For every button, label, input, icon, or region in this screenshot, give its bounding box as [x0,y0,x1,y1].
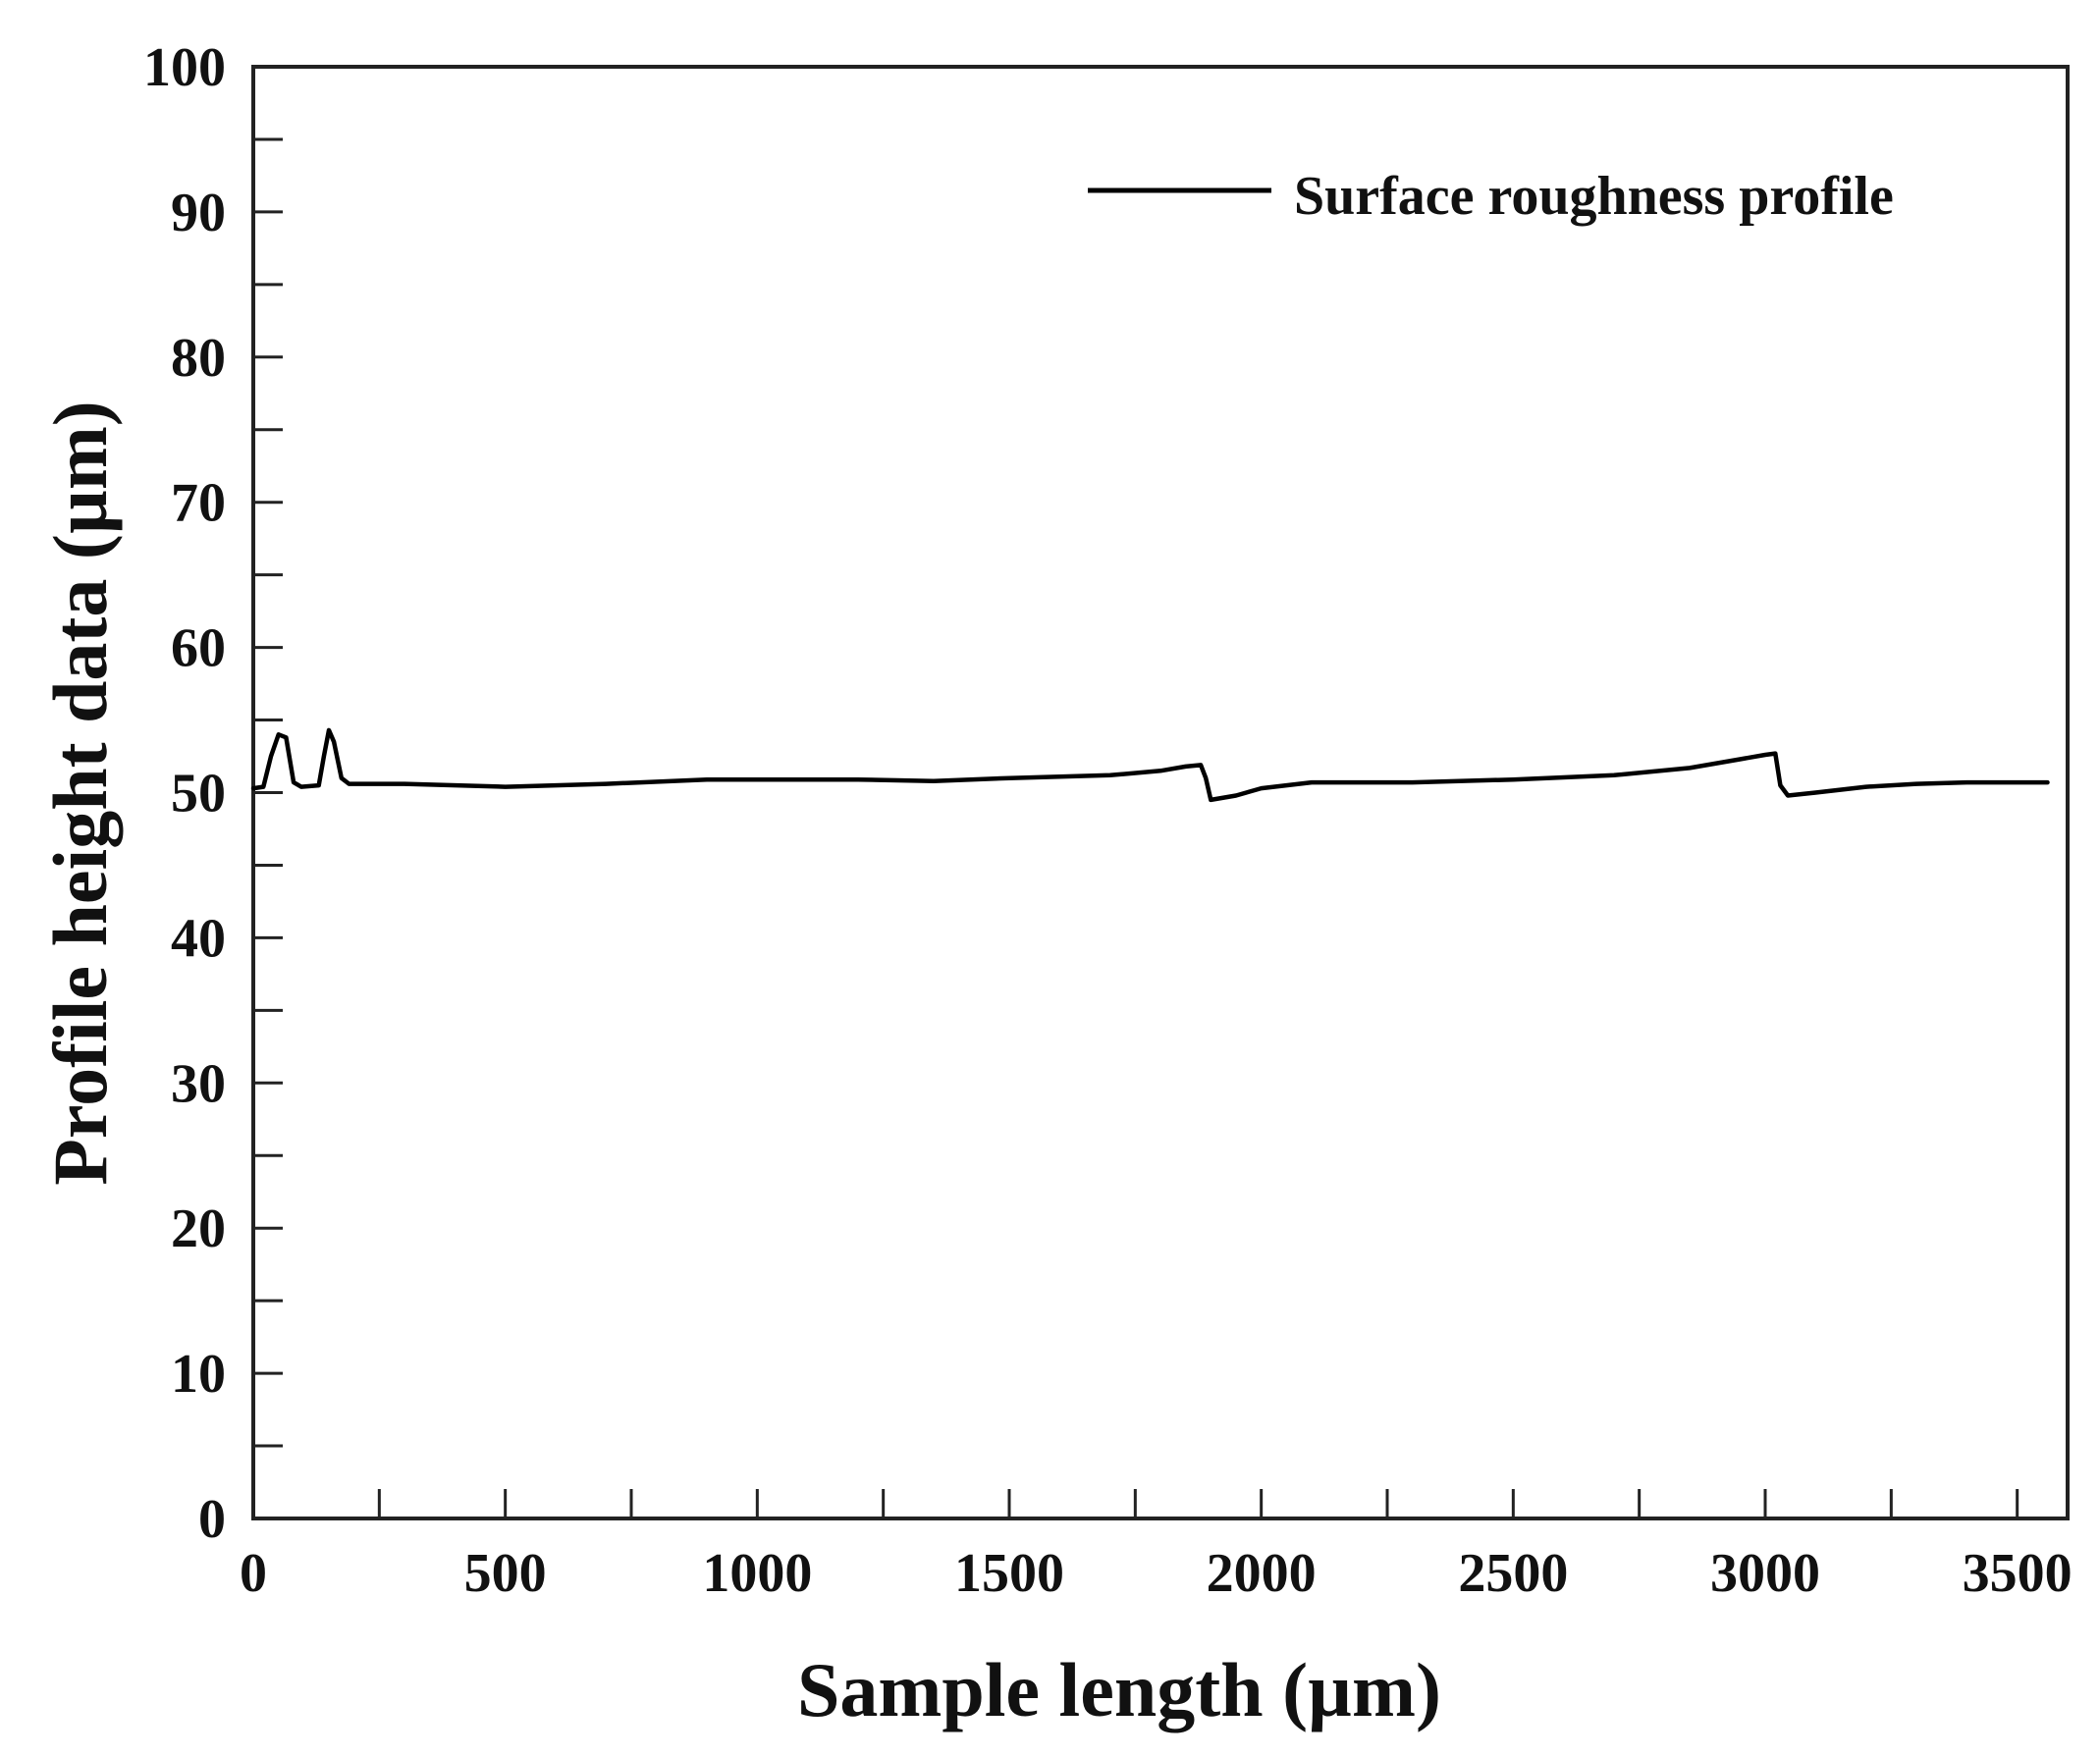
y-tick-label: 30 [171,1053,226,1114]
x-tick-label: 2500 [1458,1543,1568,1604]
y-tick-label: 60 [171,618,226,679]
x-tick-label: 1000 [702,1543,812,1604]
legend: Surface roughness profile [1088,166,1894,227]
x-tick-label: 500 [464,1543,547,1604]
y-tick-label: 90 [171,183,226,243]
x-tick-label: 2000 [1207,1543,1317,1604]
y-tick-label: 20 [171,1198,226,1259]
x-tick-label: 3500 [1963,1543,2073,1604]
x-tick-label: 0 [240,1543,267,1604]
legend-label: Surface roughness profile [1294,166,1894,227]
y-tick-label: 100 [143,37,226,98]
y-axis-title: Profile height data (µm) [37,400,123,1186]
y-tick-label: 80 [171,328,226,389]
y-tick-label: 70 [171,473,226,534]
y-axis: 0 10 20 30 40 50 60 70 80 90 100 [143,37,283,1550]
x-axis-title: Sample length (µm) [797,1647,1441,1732]
y-tick-label: 50 [171,764,226,825]
y-tick-label: 40 [171,908,226,969]
series-line-surface-roughness-profile [250,727,2050,803]
x-tick-label: 3000 [1710,1543,1820,1604]
y-tick-label: 0 [198,1489,226,1550]
y-tick-label: 10 [171,1344,226,1405]
x-tick-label: 1500 [954,1543,1064,1604]
x-axis: 0 500 1000 1500 2000 2500 3000 3500 [240,1489,2073,1604]
